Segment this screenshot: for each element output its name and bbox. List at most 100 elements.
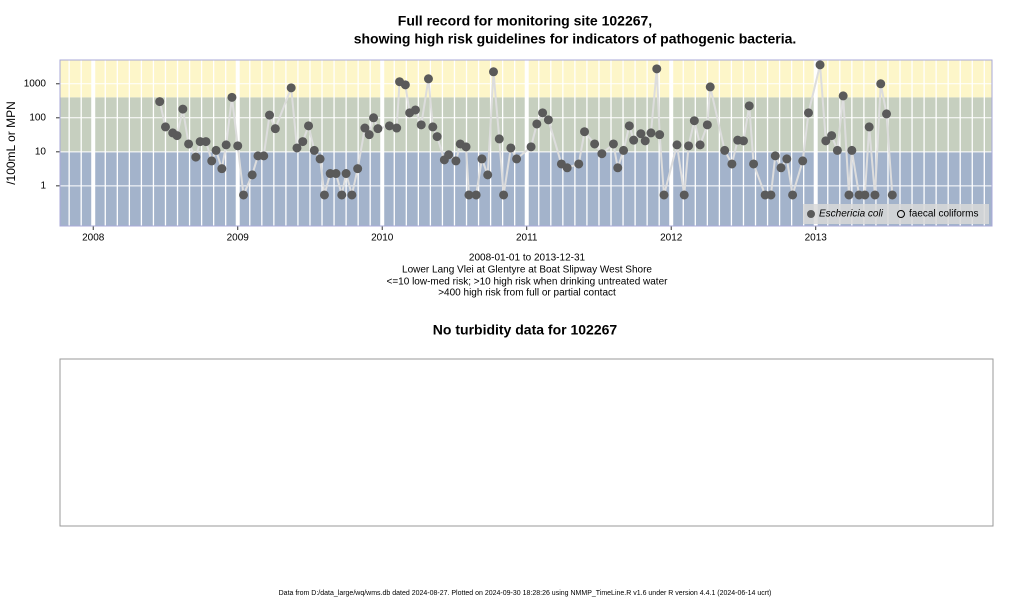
data-point	[882, 109, 892, 119]
data-point	[526, 142, 536, 152]
data-point	[782, 154, 792, 164]
data-point	[184, 139, 194, 149]
data-point	[827, 131, 837, 141]
data-point	[695, 140, 705, 150]
data-point	[590, 139, 600, 149]
data-point	[494, 134, 504, 144]
data-point	[172, 131, 182, 141]
x-tick-label: 2012	[660, 233, 683, 244]
data-point	[702, 120, 712, 130]
data-point	[207, 156, 217, 166]
data-point	[788, 190, 798, 200]
data-point	[292, 143, 302, 153]
data-point	[221, 140, 231, 150]
data-point	[444, 150, 454, 160]
legend-label: Eschericia coli	[819, 209, 884, 220]
data-point	[860, 190, 870, 200]
data-point	[803, 108, 813, 118]
data-point	[286, 83, 296, 93]
data-point	[580, 127, 590, 137]
data-point	[766, 190, 776, 200]
data-point	[636, 129, 646, 139]
data-point	[798, 156, 808, 166]
data-point	[562, 163, 572, 173]
data-point	[331, 169, 341, 179]
data-point	[341, 169, 351, 179]
legend-box	[803, 204, 989, 224]
data-point	[155, 97, 165, 107]
data-point	[689, 116, 699, 126]
data-point	[239, 190, 249, 200]
data-point	[770, 151, 780, 161]
data-point	[832, 145, 842, 155]
data-point	[477, 154, 487, 164]
data-point	[217, 164, 227, 174]
data-point	[178, 104, 188, 114]
chart-title: showing high risk guidelines for indicat…	[354, 31, 797, 47]
data-point	[532, 119, 542, 129]
data-point	[655, 130, 665, 140]
data-point	[259, 151, 269, 161]
data-point	[360, 123, 370, 133]
x-tick-label: 2008	[82, 233, 105, 244]
data-point	[749, 159, 759, 169]
legend-label: faecal coliforms	[909, 209, 978, 220]
plot-border	[59, 59, 993, 227]
plot-area: 2008 2009 2010 2011 2012 2013 1 10 100 1000 Escher…	[24, 59, 993, 244]
y-tick-label: 10	[35, 146, 47, 157]
data-point	[319, 190, 329, 200]
data-point	[876, 79, 886, 89]
y-tick-label: 1000	[24, 78, 47, 89]
data-point	[451, 156, 461, 166]
data-point	[400, 80, 410, 90]
x-tick-label: 2013	[805, 233, 828, 244]
data-point	[815, 60, 825, 70]
data-point	[347, 190, 357, 200]
y-tick-label: 1	[40, 180, 46, 191]
data-point	[506, 143, 516, 153]
data-point	[353, 164, 363, 174]
data-point	[227, 92, 237, 102]
data-point	[847, 145, 857, 155]
data-point	[744, 101, 754, 111]
data-point	[679, 190, 689, 200]
data-point	[483, 170, 493, 180]
data-point	[270, 124, 280, 134]
data-point	[684, 141, 694, 151]
x-tick-label: 2011	[516, 233, 538, 244]
data-point	[738, 136, 748, 146]
chart-title: Full record for monitoring site 102267,	[398, 13, 652, 29]
data-point	[304, 121, 314, 131]
data-point	[432, 132, 442, 142]
data-point	[373, 124, 383, 134]
footer: Data from D:/data_large/wq/wms.db dated …	[279, 590, 772, 597]
data-point	[659, 190, 669, 200]
data-point	[870, 190, 880, 200]
data-point	[864, 122, 874, 132]
x-tick-label: 2010	[371, 233, 394, 244]
data-point	[160, 122, 170, 132]
series-line	[158, 64, 894, 199]
y-axis-label: /100mL or MPN	[4, 101, 18, 185]
note: Lower Lang Vlei at Glentyre at Boat Slip…	[402, 265, 652, 276]
data-point	[613, 163, 623, 173]
data-point	[646, 128, 656, 138]
data-point	[720, 145, 730, 155]
data-point	[624, 121, 634, 131]
x-tick-label: 2009	[227, 233, 250, 244]
data-point	[629, 135, 639, 145]
data-point	[512, 154, 522, 164]
data-point	[838, 91, 848, 101]
data-point	[538, 108, 548, 118]
legend-marker	[807, 210, 815, 218]
data-point	[410, 105, 420, 115]
data-point	[461, 142, 471, 152]
data-point	[392, 123, 402, 133]
data-point	[776, 163, 786, 173]
note: 2008-01-01 to 2013-12-31	[469, 253, 586, 264]
data-point	[369, 113, 379, 123]
data-point	[423, 74, 433, 84]
data-point	[428, 122, 438, 132]
data-point	[247, 170, 257, 180]
